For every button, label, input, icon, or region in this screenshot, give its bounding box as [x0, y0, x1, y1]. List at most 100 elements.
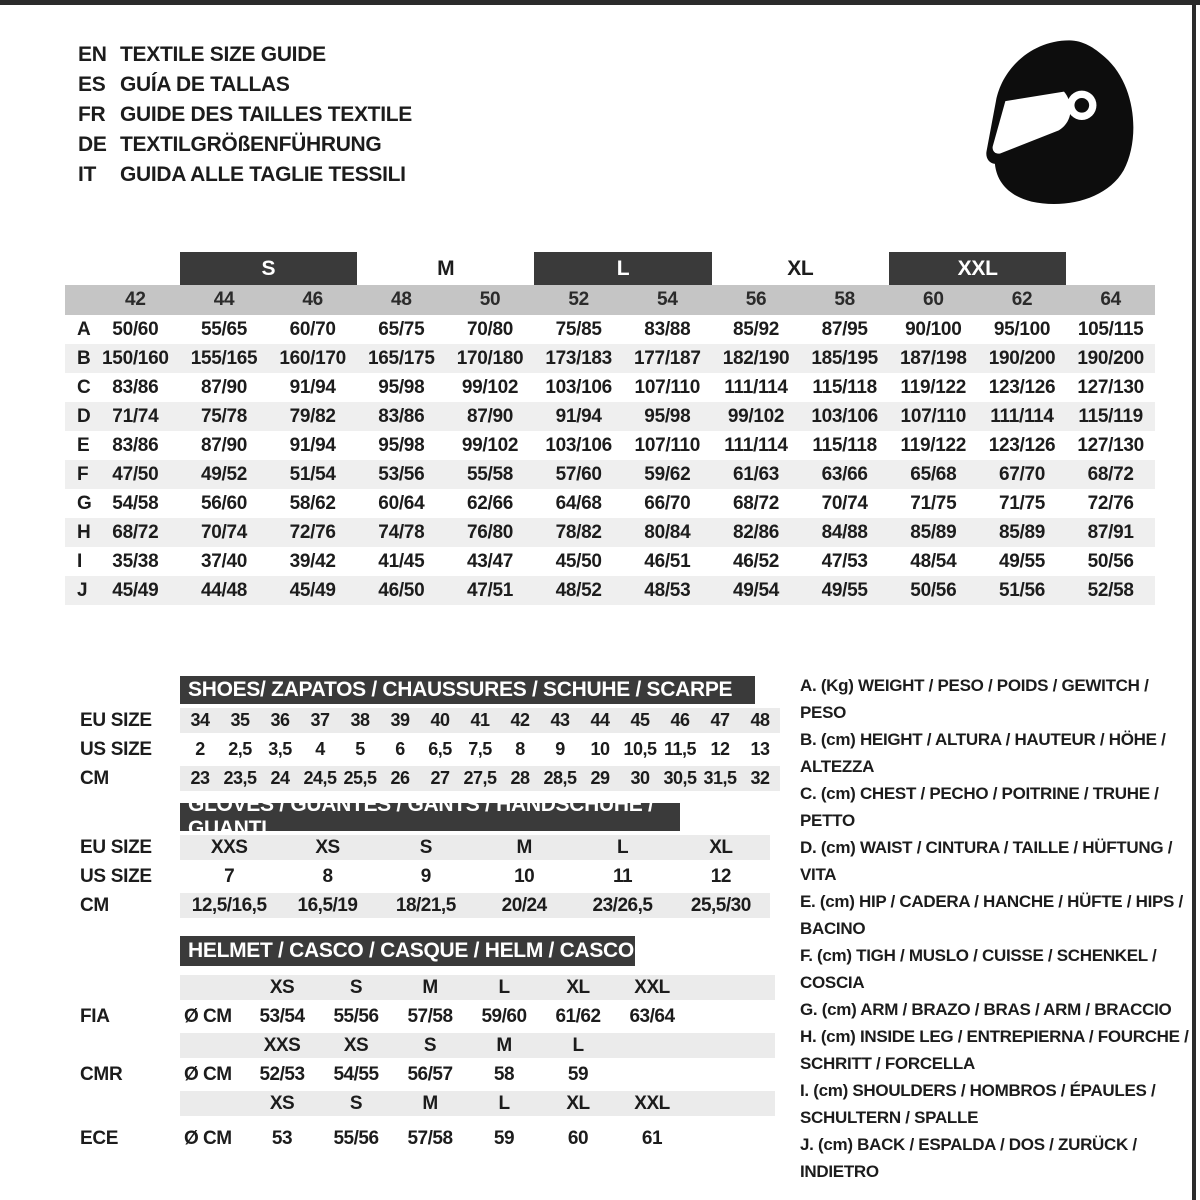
value-cell: 44/48 [200, 579, 248, 601]
value-cell: 107/110 [900, 405, 967, 427]
value-cell: 60/70 [289, 318, 336, 340]
size-cell: 52 [568, 289, 589, 310]
value-cell: 31,5 [703, 768, 737, 788]
value-cell: 71/74 [112, 405, 159, 427]
value-cell: 190/200 [988, 347, 1056, 369]
value-cell: 82/86 [732, 521, 780, 543]
value-cell: 57/58 [407, 1127, 453, 1149]
value-cell: 83/86 [378, 405, 425, 427]
value-cell: 66/70 [644, 492, 691, 514]
row-label: C [77, 376, 91, 398]
value-cell: 10 [514, 865, 535, 887]
size-cell: 46 [302, 289, 323, 310]
value-cell: 87/91 [1087, 521, 1134, 543]
table-row: CMR Ø CM 52/53 54/55 56/57 58 59 [80, 1060, 775, 1089]
language-code: FR [78, 103, 106, 126]
value-cell: 127/130 [1077, 376, 1144, 398]
row-side-label: CM [80, 894, 109, 916]
legend-item: B. (cm) HEIGHT / ALTURA / HAUTEUR / HÖHE… [800, 730, 1166, 776]
helmet-title-bar: HELMET / CASCO / CASQUE / HELM / CASCO [180, 936, 635, 966]
value-cell: 105/115 [1077, 318, 1144, 340]
value-cell: 16,5/19 [297, 894, 358, 916]
table-row: XS S M L XL XXL [80, 1089, 775, 1118]
shoes-size-table: SHOES/ ZAPATOS / CHAUSSURES / SCHUHE / S… [80, 676, 780, 793]
row-label: B [77, 347, 91, 369]
value-cell: 55/58 [466, 463, 514, 485]
size-cell: 42 [125, 289, 146, 310]
row-label: F [77, 463, 89, 485]
value-cell: 23 [190, 768, 210, 788]
value-cell: 85/89 [910, 521, 957, 543]
legend-item: I. (cm) SHOULDERS / HOMBROS / ÉPAULES / … [800, 1081, 1156, 1127]
measurement-row-a: A 50/60 55/65 60/70 65/75 70/80 75/85 83/88 85/9… [65, 315, 1155, 344]
value-band: 12,5/16,5 16,5/19 18/21,5 20/24 23/26,5 25,5/… [180, 893, 770, 918]
value-cell: 45/50 [555, 550, 602, 572]
value-cell: XXS [210, 836, 248, 858]
value-cell: 46 [670, 710, 690, 730]
value-cell: 58 [493, 1063, 515, 1085]
row-label: E [77, 434, 90, 456]
row-label: D [77, 405, 91, 427]
value-cell: 70/74 [821, 492, 868, 514]
value-cell: 59/60 [481, 1005, 527, 1027]
value-cell: 75/85 [555, 318, 602, 340]
helmet-icon [986, 40, 1134, 204]
value-cell: 50/60 [112, 318, 159, 340]
value-cell: 59 [493, 1127, 515, 1149]
measurement-row-d: D 71/74 75/78 79/82 83/86 87/90 91/94 95/98 99/1… [65, 402, 1155, 431]
value-cell: XL [709, 836, 733, 858]
value-cell: 11 [612, 865, 633, 887]
value-cell: 103/106 [545, 376, 612, 398]
value-cell: 111/114 [724, 434, 788, 456]
value-cell: 99/102 [461, 434, 519, 456]
table-row: XS S M L XL XXL [80, 973, 775, 1002]
value-band: XS S M L XL XXL [180, 1091, 775, 1116]
value-cell: 45 [630, 710, 650, 730]
value-cell: 87/95 [821, 318, 868, 340]
value-cell: 63/64 [629, 1005, 675, 1027]
value-cell: 99/102 [461, 376, 519, 398]
value-cell: 155/165 [190, 347, 258, 369]
numeric-size-row: 42 44 46 48 50 52 54 56 58 60 62 64 [65, 285, 1155, 315]
language-code: IT [78, 163, 97, 186]
value-cell: 83/86 [112, 434, 159, 456]
legend-item: E. (cm) HIP / CADERA / HANCHE / HÜFTE / … [800, 892, 1183, 938]
shoes-rows: EU SIZE 34 35 36 37 38 39 40 41 42 43 44 45 46 47 48 US … [80, 706, 780, 793]
value-cell: 80/84 [644, 521, 691, 543]
value-cell: 5 [355, 739, 365, 759]
value-cell: XXL [634, 976, 670, 998]
value-cell: 55/56 [333, 1127, 379, 1149]
value-cell: 68/72 [112, 521, 159, 543]
language-title-text: TEXTILGRÖßENFÜHRUNG [120, 133, 382, 156]
value-cell: XXL [634, 1092, 670, 1114]
value-cell: 103/106 [545, 434, 612, 456]
value-band: XS S M L XL XXL [180, 975, 775, 1000]
value-cell: 48 [750, 710, 770, 730]
row-side-label: EU SIZE [80, 709, 152, 731]
value-cell: 3,5 [268, 739, 292, 759]
value-cell: 53 [271, 1127, 293, 1149]
value-cell: 11,5 [663, 739, 697, 759]
value-cell: 83/86 [112, 376, 159, 398]
value-cell: S [349, 976, 363, 998]
value-band: Ø CM 53 55/56 57/58 59 60 61 [180, 1126, 775, 1151]
language-title-text: GUIDA ALLE TAGLIE TESSILI [120, 163, 406, 186]
value-cell: XXS [263, 1034, 301, 1056]
size-cell: 58 [834, 289, 855, 310]
measurement-row-f: F 47/50 49/52 51/54 53/56 55/58 57/60 59/62 61/6… [65, 460, 1155, 489]
value-cell: 4 [315, 739, 325, 759]
value-cell: 85/89 [998, 521, 1046, 543]
value-cell: XS [269, 1092, 295, 1114]
value-cell: 71/75 [998, 492, 1046, 514]
size-cell: 50 [479, 289, 501, 310]
language-title-text: TEXTILE SIZE GUIDE [120, 43, 326, 66]
language-title-text: GUÍA DE TALLAS [120, 73, 290, 96]
value-cell: 84/88 [821, 521, 868, 543]
value-band: 23 23,5 24 24,5 25,5 26 27 27,5 28 28,5 29 30 30,5 31… [180, 766, 780, 791]
value-cell: M [422, 1092, 438, 1114]
value-cell: 53/54 [259, 1005, 305, 1027]
value-cell: 43/47 [466, 550, 514, 572]
value-cell: 10 [590, 739, 610, 759]
value-cell: 42 [510, 710, 530, 730]
